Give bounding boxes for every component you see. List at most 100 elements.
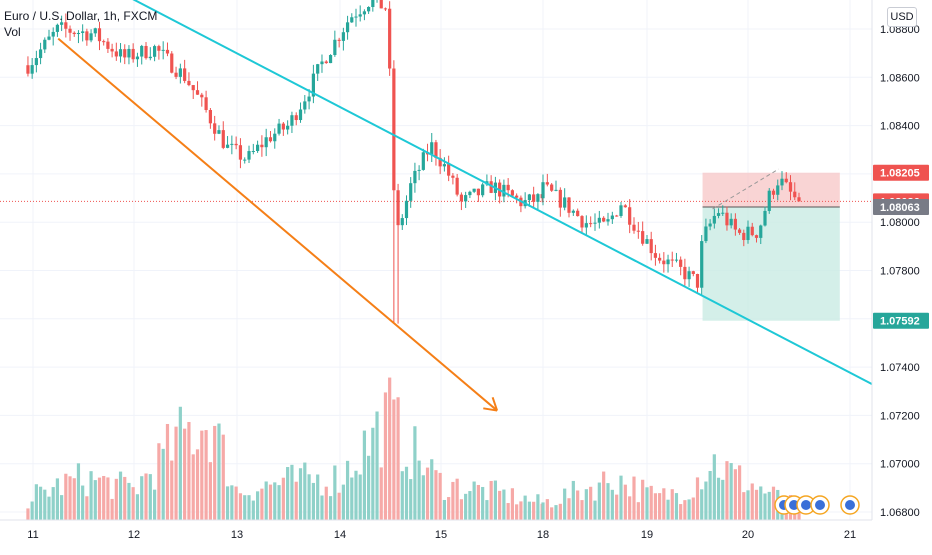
candle-body <box>234 143 238 146</box>
volume-bar <box>746 490 750 520</box>
volume-bar <box>51 487 55 520</box>
x-tick-label: 19 <box>641 529 653 541</box>
candle-body <box>118 49 123 57</box>
volume-bar <box>754 489 759 520</box>
volume-bar <box>563 488 567 520</box>
grid-lines <box>0 0 872 520</box>
candle-body <box>290 115 294 126</box>
volume-bar <box>350 477 354 520</box>
currency-button[interactable]: USD <box>887 7 917 27</box>
x-tick-label: 21 <box>844 529 856 541</box>
volume-bar <box>217 423 221 520</box>
volume-bar <box>354 470 358 520</box>
candle-body <box>788 182 793 192</box>
candle-body <box>430 142 434 155</box>
candle-body <box>324 61 328 64</box>
candle-body <box>358 14 362 17</box>
trendlines[interactable] <box>28 0 887 412</box>
candle-body <box>459 194 463 202</box>
volume-bar <box>55 478 60 520</box>
candle-body <box>123 49 127 58</box>
candle-body <box>636 230 640 232</box>
volume-bar <box>234 486 238 520</box>
volume-bar <box>225 486 230 520</box>
volume-bar <box>515 504 519 520</box>
volume-bar <box>695 477 700 520</box>
volume-bar <box>38 486 43 520</box>
candle-body <box>383 8 388 10</box>
event-flag-icon <box>815 500 825 510</box>
volume-bar <box>527 501 531 520</box>
volume-bar <box>388 377 392 520</box>
volume-bar <box>204 430 208 520</box>
volume-bar <box>716 477 721 520</box>
candle-body <box>81 31 85 33</box>
candle-body <box>576 210 580 217</box>
price-label-text: 1.08205 <box>880 168 920 180</box>
candle-body <box>38 49 43 59</box>
candle-body <box>451 175 455 178</box>
volume-bar <box>759 486 763 520</box>
candle-body <box>468 191 472 196</box>
volume-bar <box>658 493 662 520</box>
candle-body <box>76 32 81 35</box>
volume-bar <box>379 467 383 520</box>
candle-body <box>670 259 674 261</box>
volume-bar <box>371 427 375 520</box>
volume-bar <box>311 482 315 520</box>
orange-arrow-line <box>57 37 498 412</box>
volume-bar <box>421 475 425 520</box>
volume-bar <box>157 443 161 520</box>
candle-body <box>784 178 788 183</box>
candle-body <box>34 58 38 66</box>
volume-bar <box>174 426 178 520</box>
candle-body <box>691 271 695 274</box>
position-zones[interactable] <box>0 168 872 321</box>
volume-bar <box>34 484 38 520</box>
y-tick-label: 1.07800 <box>880 266 920 278</box>
candle-body <box>273 133 277 142</box>
candle-body <box>157 46 161 51</box>
candle-body <box>606 219 610 222</box>
candle-body <box>510 190 514 196</box>
candle-body <box>421 152 425 170</box>
volume-bar <box>645 487 649 520</box>
volume-bar <box>737 465 742 520</box>
candle-body <box>260 144 264 148</box>
volume-bar <box>30 501 34 520</box>
candle-body <box>388 8 392 69</box>
candlesticks <box>26 0 801 324</box>
candle-body <box>776 185 780 195</box>
y-tick-label: 1.08000 <box>880 217 920 229</box>
target-zone <box>702 206 840 321</box>
time-axis-bg <box>0 520 932 550</box>
volume-bar <box>135 494 140 520</box>
volume-bar <box>404 466 409 520</box>
volume-bar <box>110 498 114 520</box>
volume-bar <box>392 399 396 520</box>
volume-bar <box>273 482 277 520</box>
candle-body <box>404 200 409 219</box>
economic-events[interactable] <box>774 495 860 515</box>
volume-bar <box>251 500 255 520</box>
volume-bar <box>619 475 623 520</box>
candle-body <box>72 32 76 35</box>
volume-bar <box>541 502 545 520</box>
candle-body <box>131 48 135 60</box>
candle-body <box>662 260 666 265</box>
candle-body <box>217 130 221 134</box>
candle-body <box>619 205 623 216</box>
volume-bar <box>200 430 204 520</box>
candle-body <box>409 183 413 201</box>
volume-bar <box>85 496 89 520</box>
candle-body <box>532 194 536 202</box>
price-label-text: 1.08063 <box>880 202 920 214</box>
candle-body <box>251 151 255 153</box>
volume-bar <box>641 479 645 520</box>
volume-bar <box>60 495 64 520</box>
volume-bar <box>230 485 234 520</box>
volume-bar <box>316 474 320 520</box>
